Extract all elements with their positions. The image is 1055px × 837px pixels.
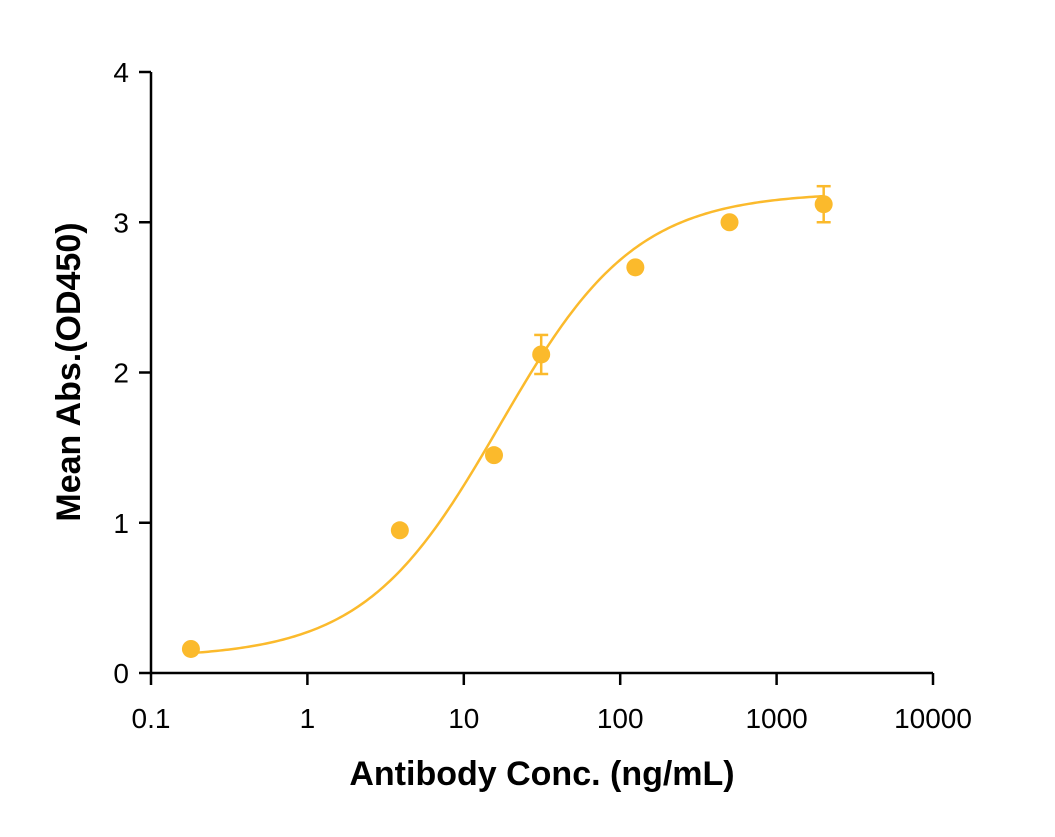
x-tick-label: 10 — [448, 703, 479, 734]
ticks: 0.1 1 10 100 1000 10000 0 1 2 3 4 — [113, 57, 972, 734]
data-point — [532, 345, 551, 364]
data-point — [626, 258, 645, 277]
y-tick-label: 3 — [113, 207, 129, 238]
x-tick-label: 1 — [300, 703, 316, 734]
y-tick-label: 4 — [113, 57, 129, 88]
x-tick-label: 10000 — [894, 703, 972, 734]
y-tick-label: 1 — [113, 508, 129, 539]
data-point — [485, 446, 504, 465]
data-point — [390, 521, 409, 540]
x-tick-label: 100 — [597, 703, 644, 734]
y-tick-label: 0 — [113, 658, 129, 689]
fit-curve — [190, 194, 824, 655]
y-tick-label: 2 — [113, 358, 129, 389]
fit-curve-group — [190, 194, 824, 655]
y-axis-title: Mean Abs.(OD450) — [50, 222, 88, 521]
x-tick-label: 1000 — [745, 703, 807, 734]
data-point — [720, 213, 739, 232]
x-axis-title: Antibody Conc. (ng/mL) — [349, 755, 734, 793]
x-tick-label: 0.1 — [132, 703, 171, 734]
data-point — [814, 195, 833, 214]
data-point — [181, 639, 200, 658]
data-points — [181, 184, 833, 658]
